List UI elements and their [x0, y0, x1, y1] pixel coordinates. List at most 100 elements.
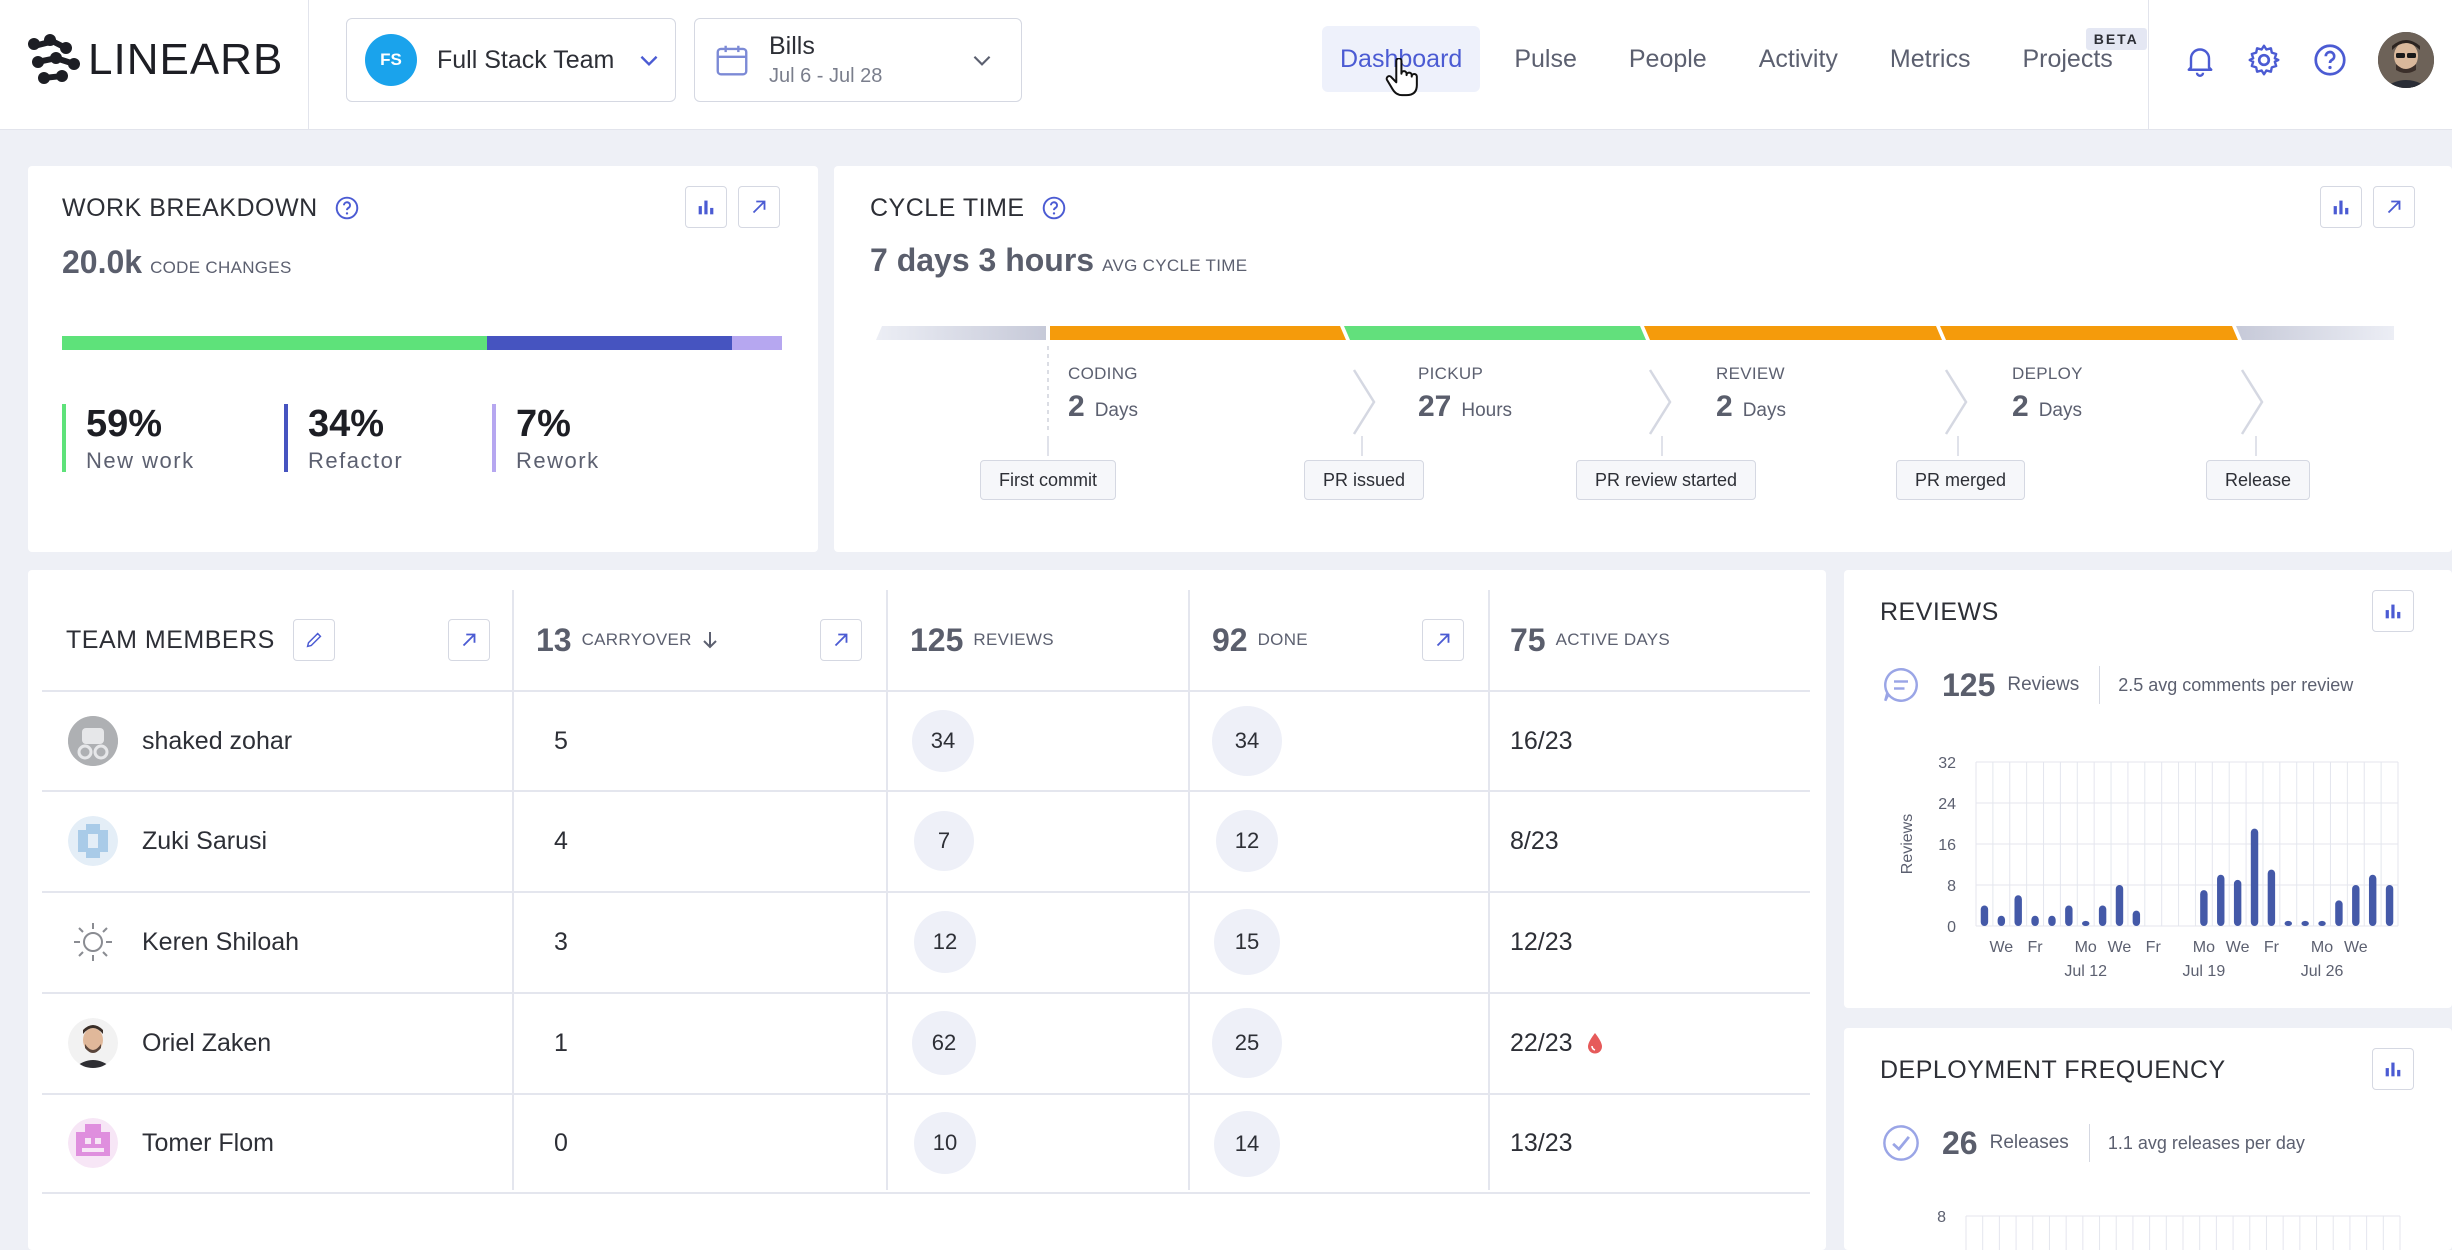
- deployment-bar-chart: 8: [1937, 1209, 2401, 1250]
- table-row[interactable]: shaked zohar 5 34 34 16/23: [42, 691, 1810, 791]
- reviews-cell: 7: [914, 811, 974, 871]
- stage-separator-icon: [1944, 369, 1968, 435]
- date-selector-range: Jul 6 - Jul 28: [769, 65, 883, 87]
- nav-people[interactable]: People: [1628, 44, 1707, 73]
- reviews-card: REVIEWS 125 Reviews 2.5 avg comments per…: [1844, 570, 2452, 1008]
- stage-pickup-value: 27: [1418, 390, 1452, 423]
- reviews-count: 125: [1942, 666, 1996, 703]
- stage-separator-icon: [1648, 369, 1672, 435]
- reviews-column-header: 125 REVIEWS: [910, 590, 1054, 690]
- nav-pulse[interactable]: Pulse: [1514, 44, 1577, 73]
- expand-button[interactable]: [1422, 619, 1464, 661]
- active-days-label: ACTIVE DAYS: [1555, 630, 1671, 649]
- carryover-column-header[interactable]: 13 CARRYOVER: [536, 590, 722, 690]
- expand-button[interactable]: [738, 186, 780, 228]
- stage-deploy[interactable]: DEPLOY 2 Days: [2012, 364, 2083, 424]
- help-icon[interactable]: [1041, 195, 1067, 221]
- gear-icon[interactable]: [2246, 42, 2282, 78]
- bar: [2098, 905, 2107, 926]
- reviews-count-label: Reviews: [2007, 674, 2080, 695]
- bar: [2132, 910, 2141, 926]
- avatar: [68, 1018, 118, 1068]
- carryover-cell: 5: [554, 726, 568, 755]
- stat-rework-label: Rework: [516, 448, 600, 473]
- bar-chart-icon: [2385, 1062, 2401, 1077]
- deployment-frequency-title: DEPLOYMENT FREQUENCY: [1880, 1055, 2226, 1084]
- member-name[interactable]: Tomer Flom: [142, 1128, 274, 1157]
- column-divider: [512, 590, 514, 1190]
- table-row[interactable]: Tomer Flom 0 10 14 13/23: [42, 1093, 1810, 1193]
- chart-view-button[interactable]: [685, 186, 727, 228]
- avg-cycle-time-value: 7 days 3 hours: [870, 242, 1095, 278]
- member-name[interactable]: Oriel Zaken: [142, 1028, 272, 1057]
- stage-coding[interactable]: CODING 2 Days: [1068, 364, 1138, 424]
- identicon-avatar-icon: [68, 816, 118, 866]
- bar: [2233, 879, 2242, 926]
- deployment-frequency-card: DEPLOYMENT FREQUENCY 26 Releases 1.1 avg…: [1844, 1028, 2452, 1250]
- nav-projects[interactable]: Projects BETA: [2004, 26, 2147, 92]
- x-date-label: Jul 12: [2064, 963, 2107, 980]
- stat-rework: 7% Rework: [492, 404, 600, 473]
- stage-pickup[interactable]: PICKUP 27 Hours: [1418, 364, 1512, 424]
- arrow-up-right-icon: [462, 633, 476, 647]
- drop-icon[interactable]: [1583, 1030, 1607, 1056]
- event-pr-issued: PR issued: [1304, 460, 1425, 500]
- avatar: [68, 1118, 118, 1168]
- chart-view-button[interactable]: [2320, 186, 2362, 228]
- stage-review[interactable]: REVIEW 2 Days: [1716, 364, 1786, 424]
- timeline-tail: [2236, 326, 2394, 340]
- person-photo-icon: [68, 1018, 118, 1068]
- y-tick-label: 32: [1938, 755, 1956, 772]
- code-changes-value: 20.0k: [62, 244, 143, 280]
- avatar: [68, 917, 118, 967]
- member-name[interactable]: Keren Shiloah: [142, 927, 300, 956]
- help-icon[interactable]: [334, 195, 360, 221]
- bar: [2065, 905, 2073, 926]
- logo-icon: [28, 34, 80, 84]
- nav-activity[interactable]: Activity: [1758, 44, 1838, 73]
- team-members-header: TEAM MEMBERS: [66, 590, 335, 690]
- active-days-total: 75: [1510, 621, 1546, 658]
- table-row[interactable]: Zuki Sarusi 4 7 12 8/23: [42, 791, 1810, 891]
- date-range-selector[interactable]: Bills Jul 6 - Jul 28: [694, 18, 1022, 102]
- carryover-cell: 0: [554, 1128, 568, 1157]
- user-avatar[interactable]: [2378, 32, 2434, 88]
- stat-refactor: 34% Refactor: [284, 404, 403, 473]
- table-row[interactable]: Oriel Zaken 1 62 25 22/23: [42, 993, 1810, 1093]
- deployment-summary: 26 Releases 1.1 avg releases per day: [1880, 1122, 2305, 1164]
- row-divider: [42, 790, 1810, 792]
- member-name[interactable]: shaked zohar: [142, 726, 293, 755]
- beta-badge: BETA: [2085, 28, 2147, 50]
- bell-icon[interactable]: [2182, 42, 2218, 78]
- chart-view-button[interactable]: [2372, 1048, 2414, 1090]
- identicon-avatar-icon: [68, 1118, 118, 1168]
- help-icon[interactable]: [2312, 42, 2348, 78]
- date-selector-title: Bills: [769, 32, 815, 60]
- carryover-cell: 4: [554, 826, 568, 855]
- row-divider: [42, 891, 1810, 893]
- row-divider: [42, 1192, 1810, 1194]
- nav-metrics[interactable]: Metrics: [1889, 44, 1971, 73]
- expand-button[interactable]: [820, 619, 862, 661]
- releases-count-label: Releases: [1989, 1132, 2069, 1153]
- sort-arrow-down-icon[interactable]: [698, 628, 722, 652]
- arrow-up-right-icon: [834, 633, 848, 647]
- linearb-logo[interactable]: LINEARB: [26, 30, 283, 90]
- timeline-review: [1644, 326, 1942, 340]
- x-date-label: Jul 26: [2301, 963, 2344, 980]
- expand-button[interactable]: [2373, 186, 2415, 228]
- bar: [1997, 915, 2006, 926]
- table-row[interactable]: Keren Shiloah 3 12 15 12/23: [42, 892, 1810, 992]
- member-name[interactable]: Zuki Sarusi: [142, 826, 268, 855]
- edit-team-button[interactable]: [292, 619, 335, 661]
- expand-button[interactable]: [448, 619, 490, 661]
- team-selector[interactable]: FS Full Stack Team: [346, 18, 676, 102]
- bar: [2301, 920, 2309, 926]
- chart-view-button[interactable]: [2372, 590, 2414, 632]
- pencil-icon: [306, 632, 322, 648]
- active-days-value: 22/23: [1510, 1028, 1573, 1057]
- chevron-down-icon: [640, 55, 658, 67]
- team-avatar: FS: [365, 34, 417, 86]
- top-bar: LINEARB FS Full Stack Team Bills Jul 6 -…: [0, 0, 2452, 130]
